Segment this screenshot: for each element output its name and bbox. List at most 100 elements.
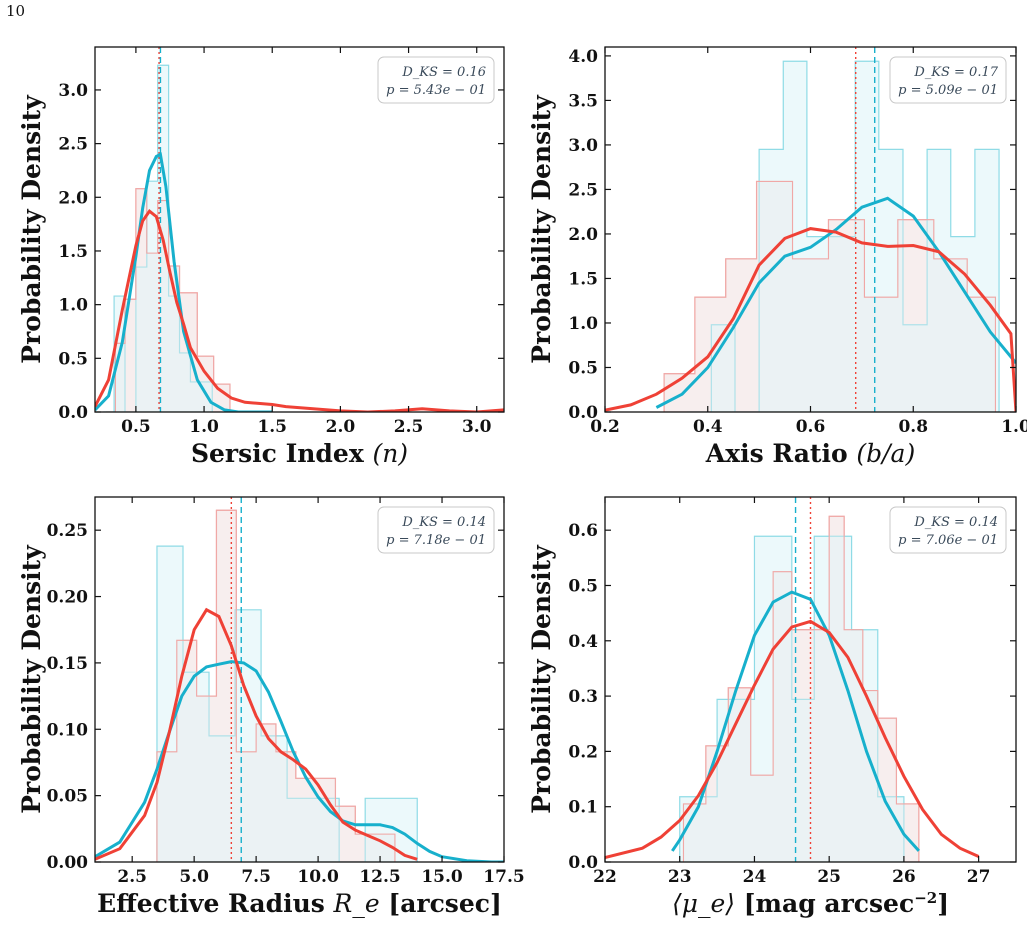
x-tick-label: 15.0 xyxy=(421,867,463,887)
x-tick-label: 0.4 xyxy=(693,417,723,437)
plot-area xyxy=(605,47,1016,412)
x-label-superscript: −2 xyxy=(914,889,937,907)
x-tick-label: 3.0 xyxy=(462,417,492,437)
y-tick-label: 3.5 xyxy=(568,91,598,111)
y-tick-label: 0.4 xyxy=(568,632,598,652)
x-label-math: (n) xyxy=(372,439,408,468)
x-label-suffix: [arcsec] xyxy=(380,889,502,918)
y-tick-label: 4.0 xyxy=(568,47,598,67)
x-axis-label: Axis Ratio (b/a) xyxy=(705,439,915,468)
y-axis-label: Probability Density xyxy=(17,94,46,364)
x-tick-label: 0.5 xyxy=(121,417,151,437)
p-value: p = 7.06e − 01 xyxy=(898,533,998,548)
stats-box xyxy=(377,506,495,554)
page-number: 10 xyxy=(6,2,26,20)
y-tick-label: 0.20 xyxy=(47,588,89,608)
x-label-close: ] xyxy=(937,889,949,918)
histogram-overlap xyxy=(663,180,996,412)
x-tick-label: 1.0 xyxy=(1001,417,1027,437)
axes-frame xyxy=(94,46,505,413)
x-label-math: R_e xyxy=(333,889,380,918)
y-tick-label: 0.2 xyxy=(568,742,598,762)
y-tick-label: 0.3 xyxy=(568,687,598,707)
x-label-text: Axis Ratio xyxy=(705,439,857,468)
x-axis-label: Effective Radius R_e [arcsec] xyxy=(97,889,502,918)
plot-area xyxy=(605,497,980,862)
x-tick-label: 22 xyxy=(593,867,617,887)
stats-box xyxy=(377,56,495,104)
x-tick-label: 0.8 xyxy=(898,417,928,437)
y-tick-label: 1.5 xyxy=(58,242,88,262)
x-tick-label: 17.5 xyxy=(483,867,524,887)
plot-area xyxy=(95,47,504,412)
x-label-math: (b/a) xyxy=(856,439,915,468)
x-tick-label: 23 xyxy=(668,867,692,887)
y-tick-label: 0.25 xyxy=(47,521,88,541)
y-tick-label: 0.00 xyxy=(47,853,89,873)
histogram-overlap xyxy=(682,515,920,862)
y-tick-label: 2.0 xyxy=(568,225,598,245)
y-tick-label: 0.05 xyxy=(47,787,88,807)
x-tick-label: 1.0 xyxy=(189,417,219,437)
kde-curve-red xyxy=(605,619,980,860)
x-tick-label: 25 xyxy=(817,867,841,887)
panel-effective_radius: 2.5 5.0 7.5 10.0 12.5 15.0 17.5 0.00 0.05 0.10 0.1… xyxy=(17,496,525,918)
x-tick-label: 24 xyxy=(743,867,767,887)
y-tick-label: 0.0 xyxy=(568,403,598,423)
y-tick-label: 2.5 xyxy=(568,180,598,200)
x-axis-label: ⟨μ_e⟩ [mag arcsec−2] xyxy=(672,889,949,918)
x-tick-label: 10.0 xyxy=(297,867,339,887)
kde-curve-cyan xyxy=(95,152,273,412)
x-tick-label: 26 xyxy=(892,867,916,887)
y-tick-label: 2.5 xyxy=(58,135,88,155)
ks-statistic: D_KS = 0.14 xyxy=(401,515,486,530)
y-tick-label: 0.0 xyxy=(568,853,598,873)
kde-curve-red xyxy=(605,227,1016,412)
x-tick-label: 2.0 xyxy=(326,417,356,437)
p-value: p = 7.18e − 01 xyxy=(386,533,486,548)
y-tick-label: 0.6 xyxy=(568,521,598,541)
kde-curve-cyan xyxy=(655,196,1016,409)
ks-statistic: D_KS = 0.14 xyxy=(913,515,998,530)
y-tick-label: 0.1 xyxy=(568,798,598,818)
y-tick-label: 3.0 xyxy=(58,81,88,101)
y-tick-label: 0.5 xyxy=(568,576,598,596)
x-label-math: ⟨μ_e⟩ xyxy=(672,889,735,918)
x-label-text: Sersic Index xyxy=(191,439,373,468)
histogram-overlap xyxy=(156,509,396,862)
plot-area xyxy=(95,497,504,862)
kde-curve-red xyxy=(95,607,418,861)
x-tick-label: 2.5 xyxy=(394,417,424,437)
x-axis-label: Sersic Index (n) xyxy=(191,439,408,468)
histogram-cyan xyxy=(679,535,905,862)
x-tick-label: 2.5 xyxy=(117,867,147,887)
x-tick-label: 5.0 xyxy=(179,867,209,887)
x-tick-label: 12.5 xyxy=(359,867,400,887)
x-tick-label: 0.2 xyxy=(590,417,620,437)
y-axis-label: Probability Density xyxy=(527,544,556,814)
kde-curve-cyan xyxy=(671,590,921,852)
axes-frame xyxy=(94,496,505,863)
y-tick-label: 2.0 xyxy=(58,188,88,208)
stats-box xyxy=(889,506,1007,554)
panel-axis_ratio: 0.2 0.4 0.6 0.8 1.0 0.0 0.5 1.0 1.5 2.0 2.5 3.0 3.5 4… xyxy=(527,46,1027,468)
p-value: p = 5.43e − 01 xyxy=(386,83,486,98)
panel-surface_brightness: 22 23 24 25 26 27 0.0 0.1 0.2 0.3 0.4 0.5 0.6 Probabi… xyxy=(527,496,1017,918)
y-tick-label: 0.15 xyxy=(47,654,88,674)
y-tick-label: 0.5 xyxy=(58,349,88,369)
ks-statistic: D_KS = 0.16 xyxy=(401,65,486,80)
y-tick-label: 1.0 xyxy=(58,296,88,316)
x-tick-label: 27 xyxy=(967,867,991,887)
x-tick-label: 1.5 xyxy=(257,417,287,437)
x-tick-label: 0.6 xyxy=(796,417,826,437)
stats-box xyxy=(889,56,1007,104)
x-tick-label: 7.5 xyxy=(241,867,271,887)
panel-sersic: 0.5 1.0 1.5 2.0 2.5 3.0 0.0 0.5 1.0 1.5 2.0 2.5 3.0 P… xyxy=(17,46,505,468)
y-tick-label: 1.5 xyxy=(568,269,598,289)
y-tick-label: 0.10 xyxy=(47,720,89,740)
y-tick-label: 0.0 xyxy=(58,403,88,423)
kde-curve-red xyxy=(95,209,504,412)
p-value: p = 5.09e − 01 xyxy=(898,83,998,98)
ks-statistic: D_KS = 0.17 xyxy=(913,65,998,80)
